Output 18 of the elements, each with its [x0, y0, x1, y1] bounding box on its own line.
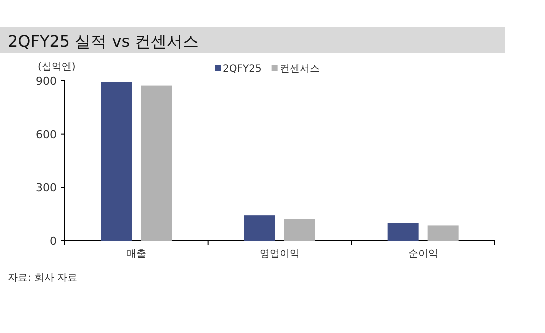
legend-label: 2QFY25 — [223, 64, 262, 75]
y-tick-label: 0 — [50, 235, 57, 248]
bar — [141, 86, 172, 241]
legend-label: 컨센서스 — [280, 64, 320, 75]
y-tick-label: 300 — [36, 182, 57, 195]
bar — [244, 216, 276, 241]
chart-title: 2QFY25 실적 vs 컨센서스 — [8, 32, 200, 51]
bar — [101, 82, 132, 241]
text: 자료: 회사 자료 — [8, 273, 78, 284]
x-tick-label: 순이익 — [408, 249, 438, 260]
bar — [388, 223, 419, 241]
bar — [428, 226, 459, 241]
x-tick-label: 매출 — [126, 249, 147, 260]
y-tick-label: 900 — [36, 75, 57, 88]
y-axis-title: (십억엔) — [38, 62, 76, 73]
x-tick-label: 영업이익 — [260, 249, 300, 260]
y-tick-label: 600 — [36, 128, 57, 142]
bar — [284, 219, 316, 241]
